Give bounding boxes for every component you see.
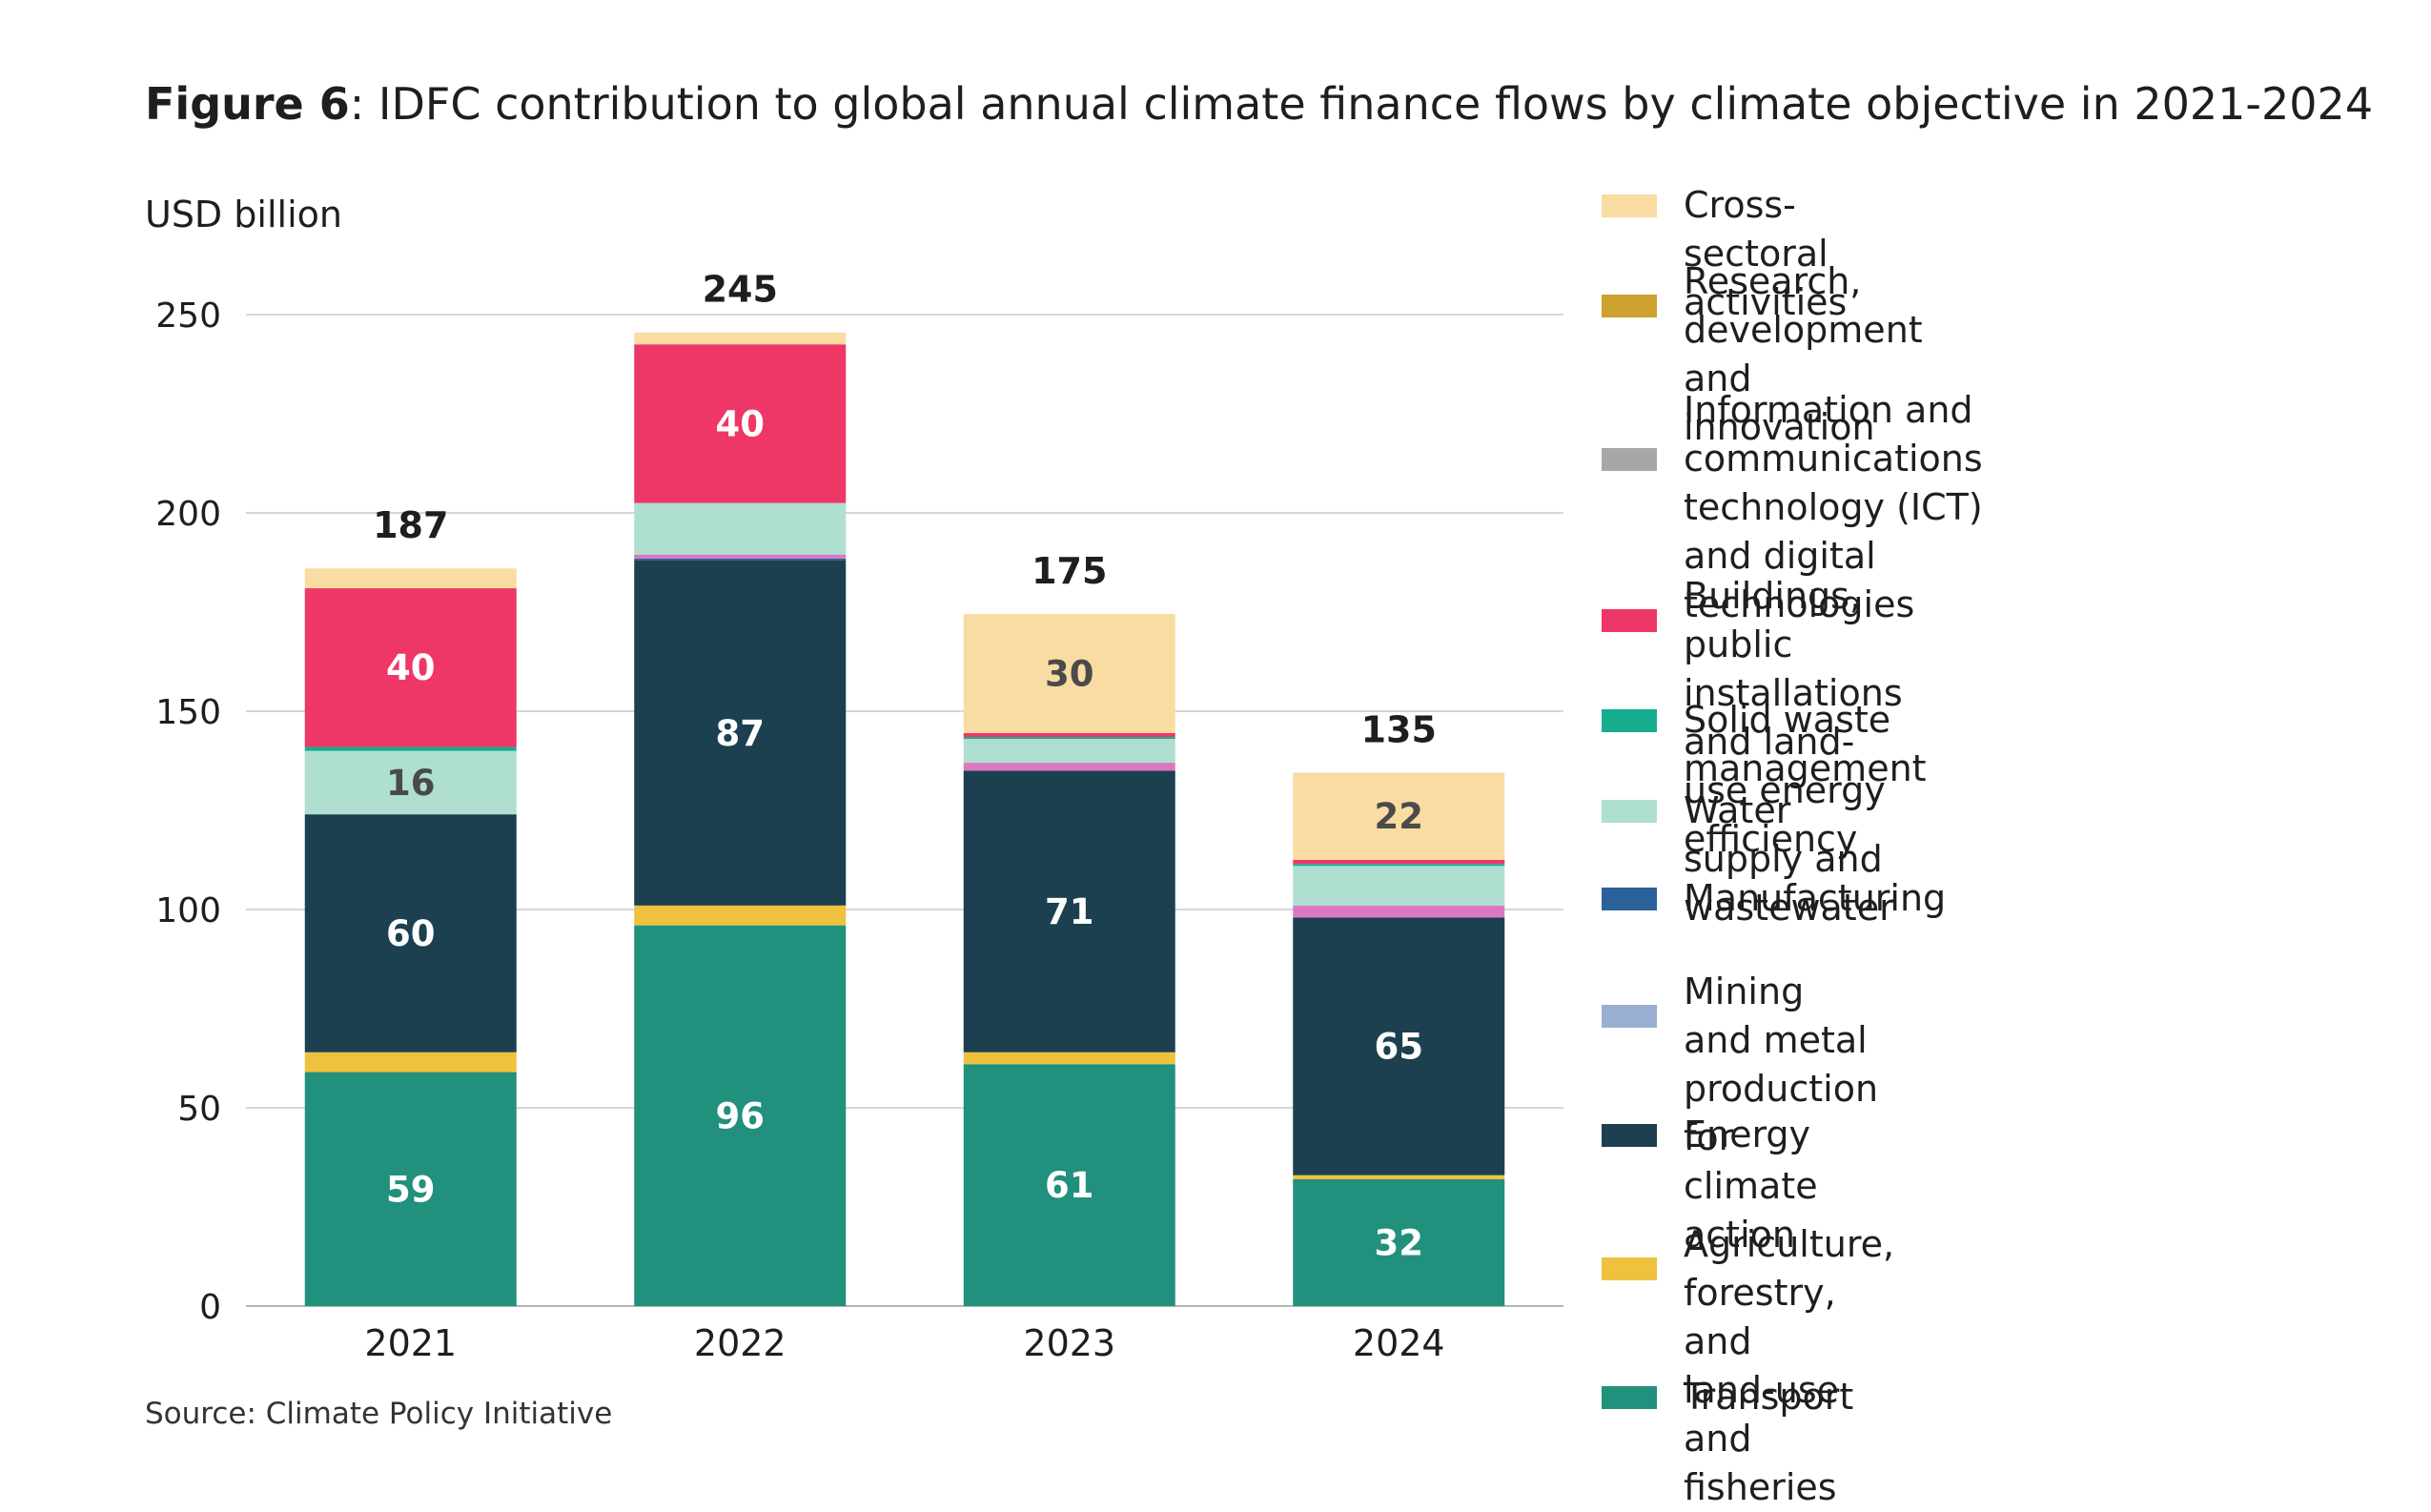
chart-title: Figure 6: IDFC contribution to global an…: [145, 78, 2373, 130]
legend-label: Cross-sectoral activities: [1684, 184, 1848, 323]
bar-2024-series-5: [1293, 905, 1505, 918]
chart-plot: USD billion 0 50 100 150 200 250 59 60 16 40 187 202…: [145, 194, 1563, 1364]
legend-swatch: [1602, 1123, 1657, 1147]
bar-2022-series-5: [634, 554, 847, 559]
bar-2023-series-8: [963, 732, 1175, 738]
bar-total-2024: 135: [1361, 708, 1437, 750]
bar-2023-series-0: [963, 1064, 1175, 1306]
bar-total-2022: 245: [703, 269, 778, 311]
bar-label-2021-series-8: 40: [386, 647, 436, 688]
x-tick-label-2024: 2024: [1353, 1322, 1445, 1364]
bar-2024-series-2: [1293, 917, 1505, 1175]
legend-swatch: [1602, 1257, 1657, 1280]
x-tick-label-2021: 2021: [364, 1322, 457, 1364]
legend-label: Research, development and innovation: [1684, 260, 1923, 448]
legend-swatch: [1602, 1005, 1657, 1028]
bar-2023-series-7: [963, 737, 1175, 740]
legend-label: Energy: [1684, 1114, 1811, 1155]
bar-2021-series-1: [304, 1052, 517, 1073]
legend-label: Water supply and wastewater: [1684, 789, 1894, 929]
bar-label-2024-series-11: 22: [1375, 796, 1424, 837]
bar-label-2021-series-2: 60: [386, 913, 436, 954]
bar-2023-series-1: [963, 1052, 1175, 1065]
bar-label-2021-series-6: 16: [386, 763, 436, 804]
legend-swatch: [1602, 194, 1657, 217]
bar-2021-series-6: [304, 750, 517, 815]
bar-label-2022-series-0: 96: [716, 1095, 766, 1136]
legend-swatch: [1602, 447, 1657, 471]
legend-label: Buildings, public installations and land…: [1684, 575, 1903, 860]
bar-total-2021: 187: [373, 504, 448, 546]
figure-label: Figure 6: [145, 78, 350, 130]
bar-2022-series-1: [634, 905, 847, 926]
bar-2021-series-2: [304, 814, 517, 1052]
legend-label: Mining and metal production for climate …: [1684, 971, 1879, 1256]
source-note: Source: Climate Policy Initiative: [145, 1397, 613, 1431]
bar-2024-series-1: [1293, 1175, 1505, 1179]
bar-2024-series-6: [1293, 866, 1505, 906]
bar-2023-series-6: [963, 739, 1175, 764]
bar-2021-series-7: [304, 746, 517, 751]
bar-2022-series-0: [634, 925, 847, 1306]
bar-2024-series-11: [1293, 772, 1505, 860]
legend-label: Agriculture, forestry, and land-use and …: [1684, 1223, 1895, 1508]
legend-swatch: [1602, 799, 1657, 823]
bar-2024-series-0: [1293, 1178, 1505, 1306]
bar-label-2024-series-2: 65: [1375, 1027, 1424, 1068]
legend-label: Transport: [1684, 1376, 1854, 1418]
bar-2021-series-0: [304, 1072, 517, 1306]
bar-label-2023-series-2: 71: [1045, 891, 1094, 932]
y-tick-label-150: 150: [155, 693, 221, 732]
y-tick-label-50: 50: [177, 1090, 221, 1129]
legend-swatch: [1602, 1385, 1657, 1409]
bar-2024-series-8: [1293, 860, 1505, 865]
y-tick-label-200: 200: [155, 495, 221, 534]
bar-2022-series-11: [634, 332, 847, 345]
legend-swatch: [1602, 295, 1657, 317]
x-tick-label-2023: 2023: [1023, 1322, 1115, 1364]
legend-swatch: [1602, 609, 1657, 632]
bar-label-2022-series-8: 40: [716, 403, 766, 444]
bar-2023-series-11: [963, 614, 1175, 733]
figure-title: : IDFC contribution to global annual cli…: [349, 78, 2374, 130]
legend-label: Solid waste management: [1684, 699, 1927, 789]
legend-label: Manufacturing: [1684, 877, 1947, 919]
y-tick-label-0: 0: [199, 1288, 221, 1327]
bar-label-2023-series-0: 61: [1045, 1165, 1094, 1206]
bar-2022-series-4: [634, 558, 847, 561]
bar-label-2023-series-11: 30: [1045, 653, 1094, 694]
bar-label-2022-series-2: 87: [716, 713, 766, 754]
bar-2023-series-2: [963, 770, 1175, 1052]
bar-total-2023: 175: [1032, 550, 1107, 592]
bar-2024-series-7: [1293, 864, 1505, 867]
bar-2022-series-8: [634, 344, 847, 503]
bar-2023-series-5: [963, 763, 1175, 771]
bar-label-2024-series-0: 32: [1375, 1222, 1424, 1263]
x-tick-label-2022: 2022: [694, 1322, 786, 1364]
legend-swatch: [1602, 887, 1657, 910]
bar-2022-series-2: [634, 560, 847, 906]
y-tick-label-250: 250: [155, 296, 221, 336]
bar-2022-series-6: [634, 502, 847, 555]
legend-label: Information and communications technolog…: [1684, 389, 1983, 625]
bar-label-2021-series-0: 59: [386, 1169, 436, 1210]
bar-2021-series-8: [304, 588, 517, 747]
bar-2021-series-11: [304, 568, 517, 589]
y-axis-label: USD billion: [145, 194, 342, 235]
y-tick-label-100: 100: [155, 891, 221, 930]
legend-swatch: [1602, 708, 1657, 732]
